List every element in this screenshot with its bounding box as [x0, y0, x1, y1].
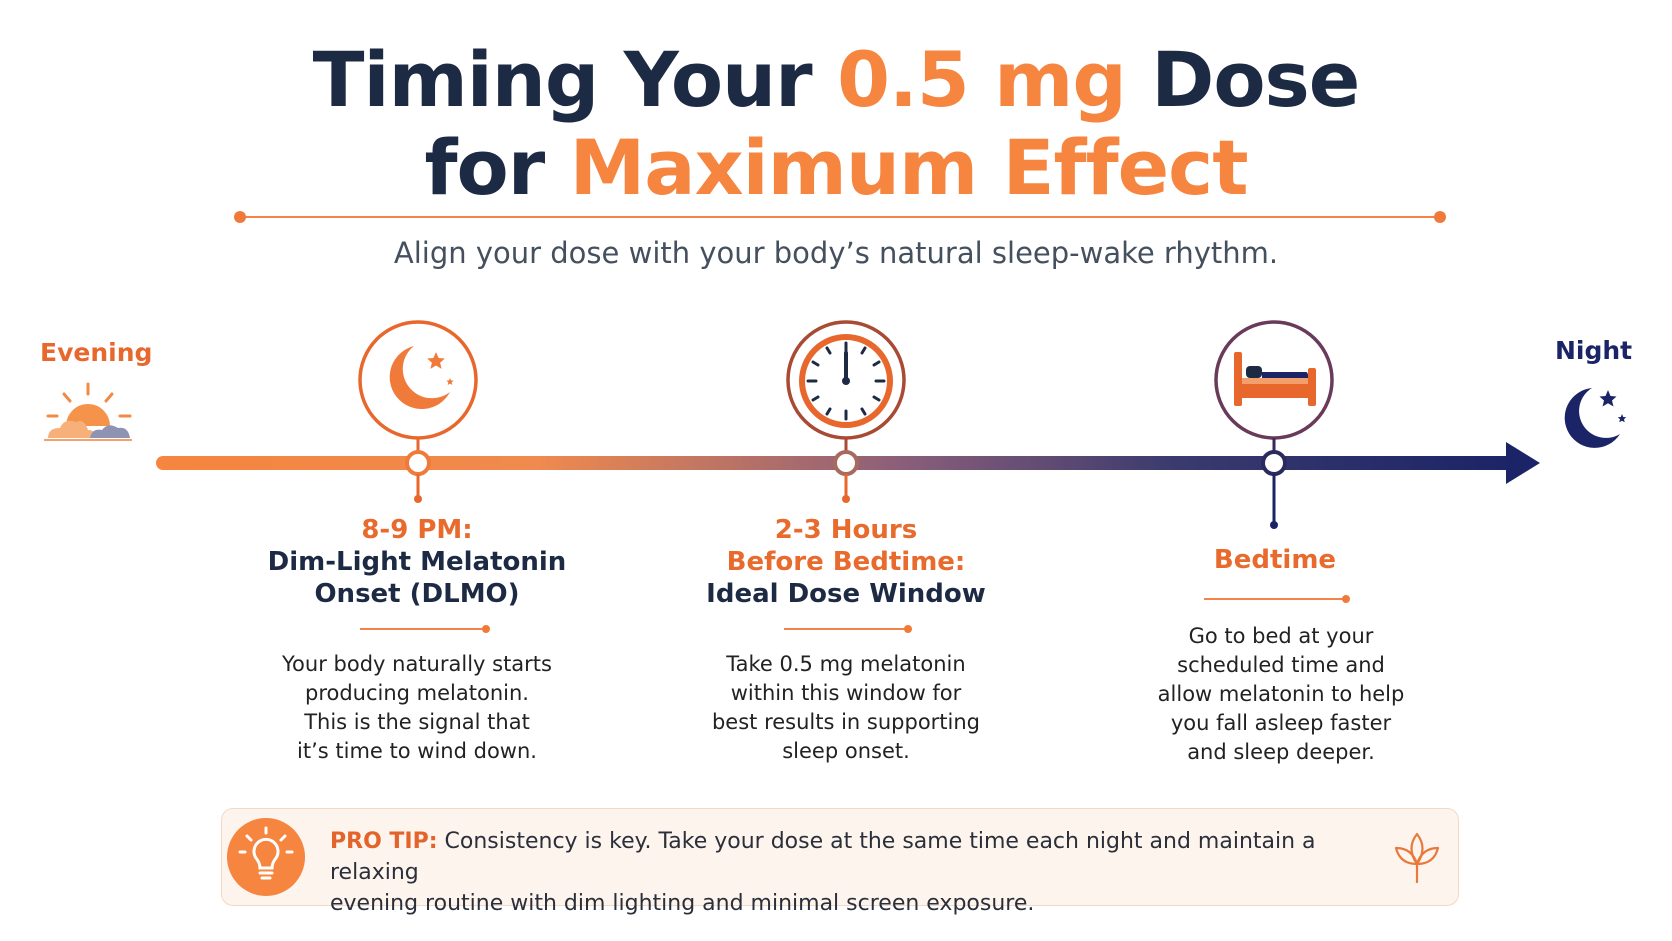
sunset-icon	[44, 382, 132, 441]
step-1-desc-line: This is the signal that	[304, 710, 530, 734]
step-3-desc-line: Go to bed at your	[1188, 624, 1374, 648]
title-accent-effect: Maximum Effect	[569, 123, 1249, 212]
step-1-desc-line: it’s time to wind down.	[297, 739, 537, 763]
night-moon-icon	[1564, 388, 1627, 448]
pro-tip-text-line-1: Consistency is key. Take your dose at th…	[330, 829, 1316, 885]
step-1-desc-line: Your body naturally starts	[282, 652, 552, 676]
step-2-text: 2-3 Hours Before Bedtime: Ideal Dose Win…	[646, 514, 1046, 610]
lightbulb-icon	[227, 818, 305, 896]
step-2-desc-line: sleep onset.	[782, 739, 910, 763]
step-1-name-line-1: Dim-Light Melatonin	[267, 547, 567, 577]
title-divider-dot-right	[1434, 211, 1446, 223]
step-2-time-line-2: Before Bedtime:	[726, 547, 966, 577]
step-2-desc-line: Take 0.5 mg melatonin	[726, 652, 966, 676]
step-2-description: Take 0.5 mg melatonin within this window…	[671, 650, 1021, 766]
title-text-3: for	[424, 123, 570, 212]
title-text-1: Timing Your	[312, 35, 838, 124]
step-1-time: 8-9 PM:	[361, 515, 473, 545]
page-subtitle: Align your dose with your body’s natural…	[393, 236, 1279, 270]
title-divider-dot-left	[234, 211, 246, 223]
step-3-desc-line: allow melatonin to help	[1157, 682, 1405, 706]
step-1-text: 8-9 PM: Dim-Light Melatonin Onset (DLMO)	[212, 514, 622, 610]
page-title-line-1: Timing Your 0.5 mg Dose	[0, 36, 1672, 124]
title-text-2: Dose	[1125, 35, 1360, 124]
page-title-line-2: for Maximum Effect	[0, 124, 1672, 212]
timeline-end-label: Night	[1555, 336, 1633, 365]
step-2-divider	[784, 625, 912, 633]
title-divider	[240, 216, 1440, 218]
step-2-name: Ideal Dose Window	[706, 579, 986, 609]
pro-tip-text: PRO TIP: Consistency is key. Take your d…	[330, 826, 1340, 919]
step-1-name-line-2: Onset (DLMO)	[314, 579, 520, 609]
pro-tip-text-line-2: evening routine with dim lighting and mi…	[330, 891, 1035, 916]
step-1-description: Your body naturally starts producing mel…	[242, 650, 592, 766]
step-2-desc-line: within this window for	[730, 681, 962, 705]
bed-icon	[1234, 352, 1316, 406]
step-3-desc-line: and sleep deeper.	[1187, 740, 1375, 764]
step-2-time-line-1: 2-3 Hours	[774, 515, 918, 545]
moon-stars-icon	[389, 346, 454, 410]
step-1-marker	[358, 320, 478, 503]
clock-icon	[799, 334, 893, 428]
step-1-divider	[360, 625, 490, 633]
step-2-desc-line: best results in supporting	[711, 710, 981, 734]
step-3-description: Go to bed at your scheduled time and all…	[1101, 622, 1461, 767]
step-3-divider	[1204, 595, 1350, 603]
step-3-time: Bedtime	[1213, 545, 1337, 575]
pro-tip-label: PRO TIP:	[330, 829, 438, 854]
pro-tip-box	[221, 808, 1459, 906]
step-3-desc-line: scheduled time and	[1177, 653, 1385, 677]
title-accent-dose: 0.5 mg	[837, 35, 1127, 124]
leaf-icon	[1394, 832, 1440, 884]
step-3-desc-line: you fall asleep faster	[1170, 711, 1392, 735]
timeline-start-label: Evening	[40, 338, 153, 367]
step-1-desc-line: producing melatonin.	[305, 681, 529, 705]
